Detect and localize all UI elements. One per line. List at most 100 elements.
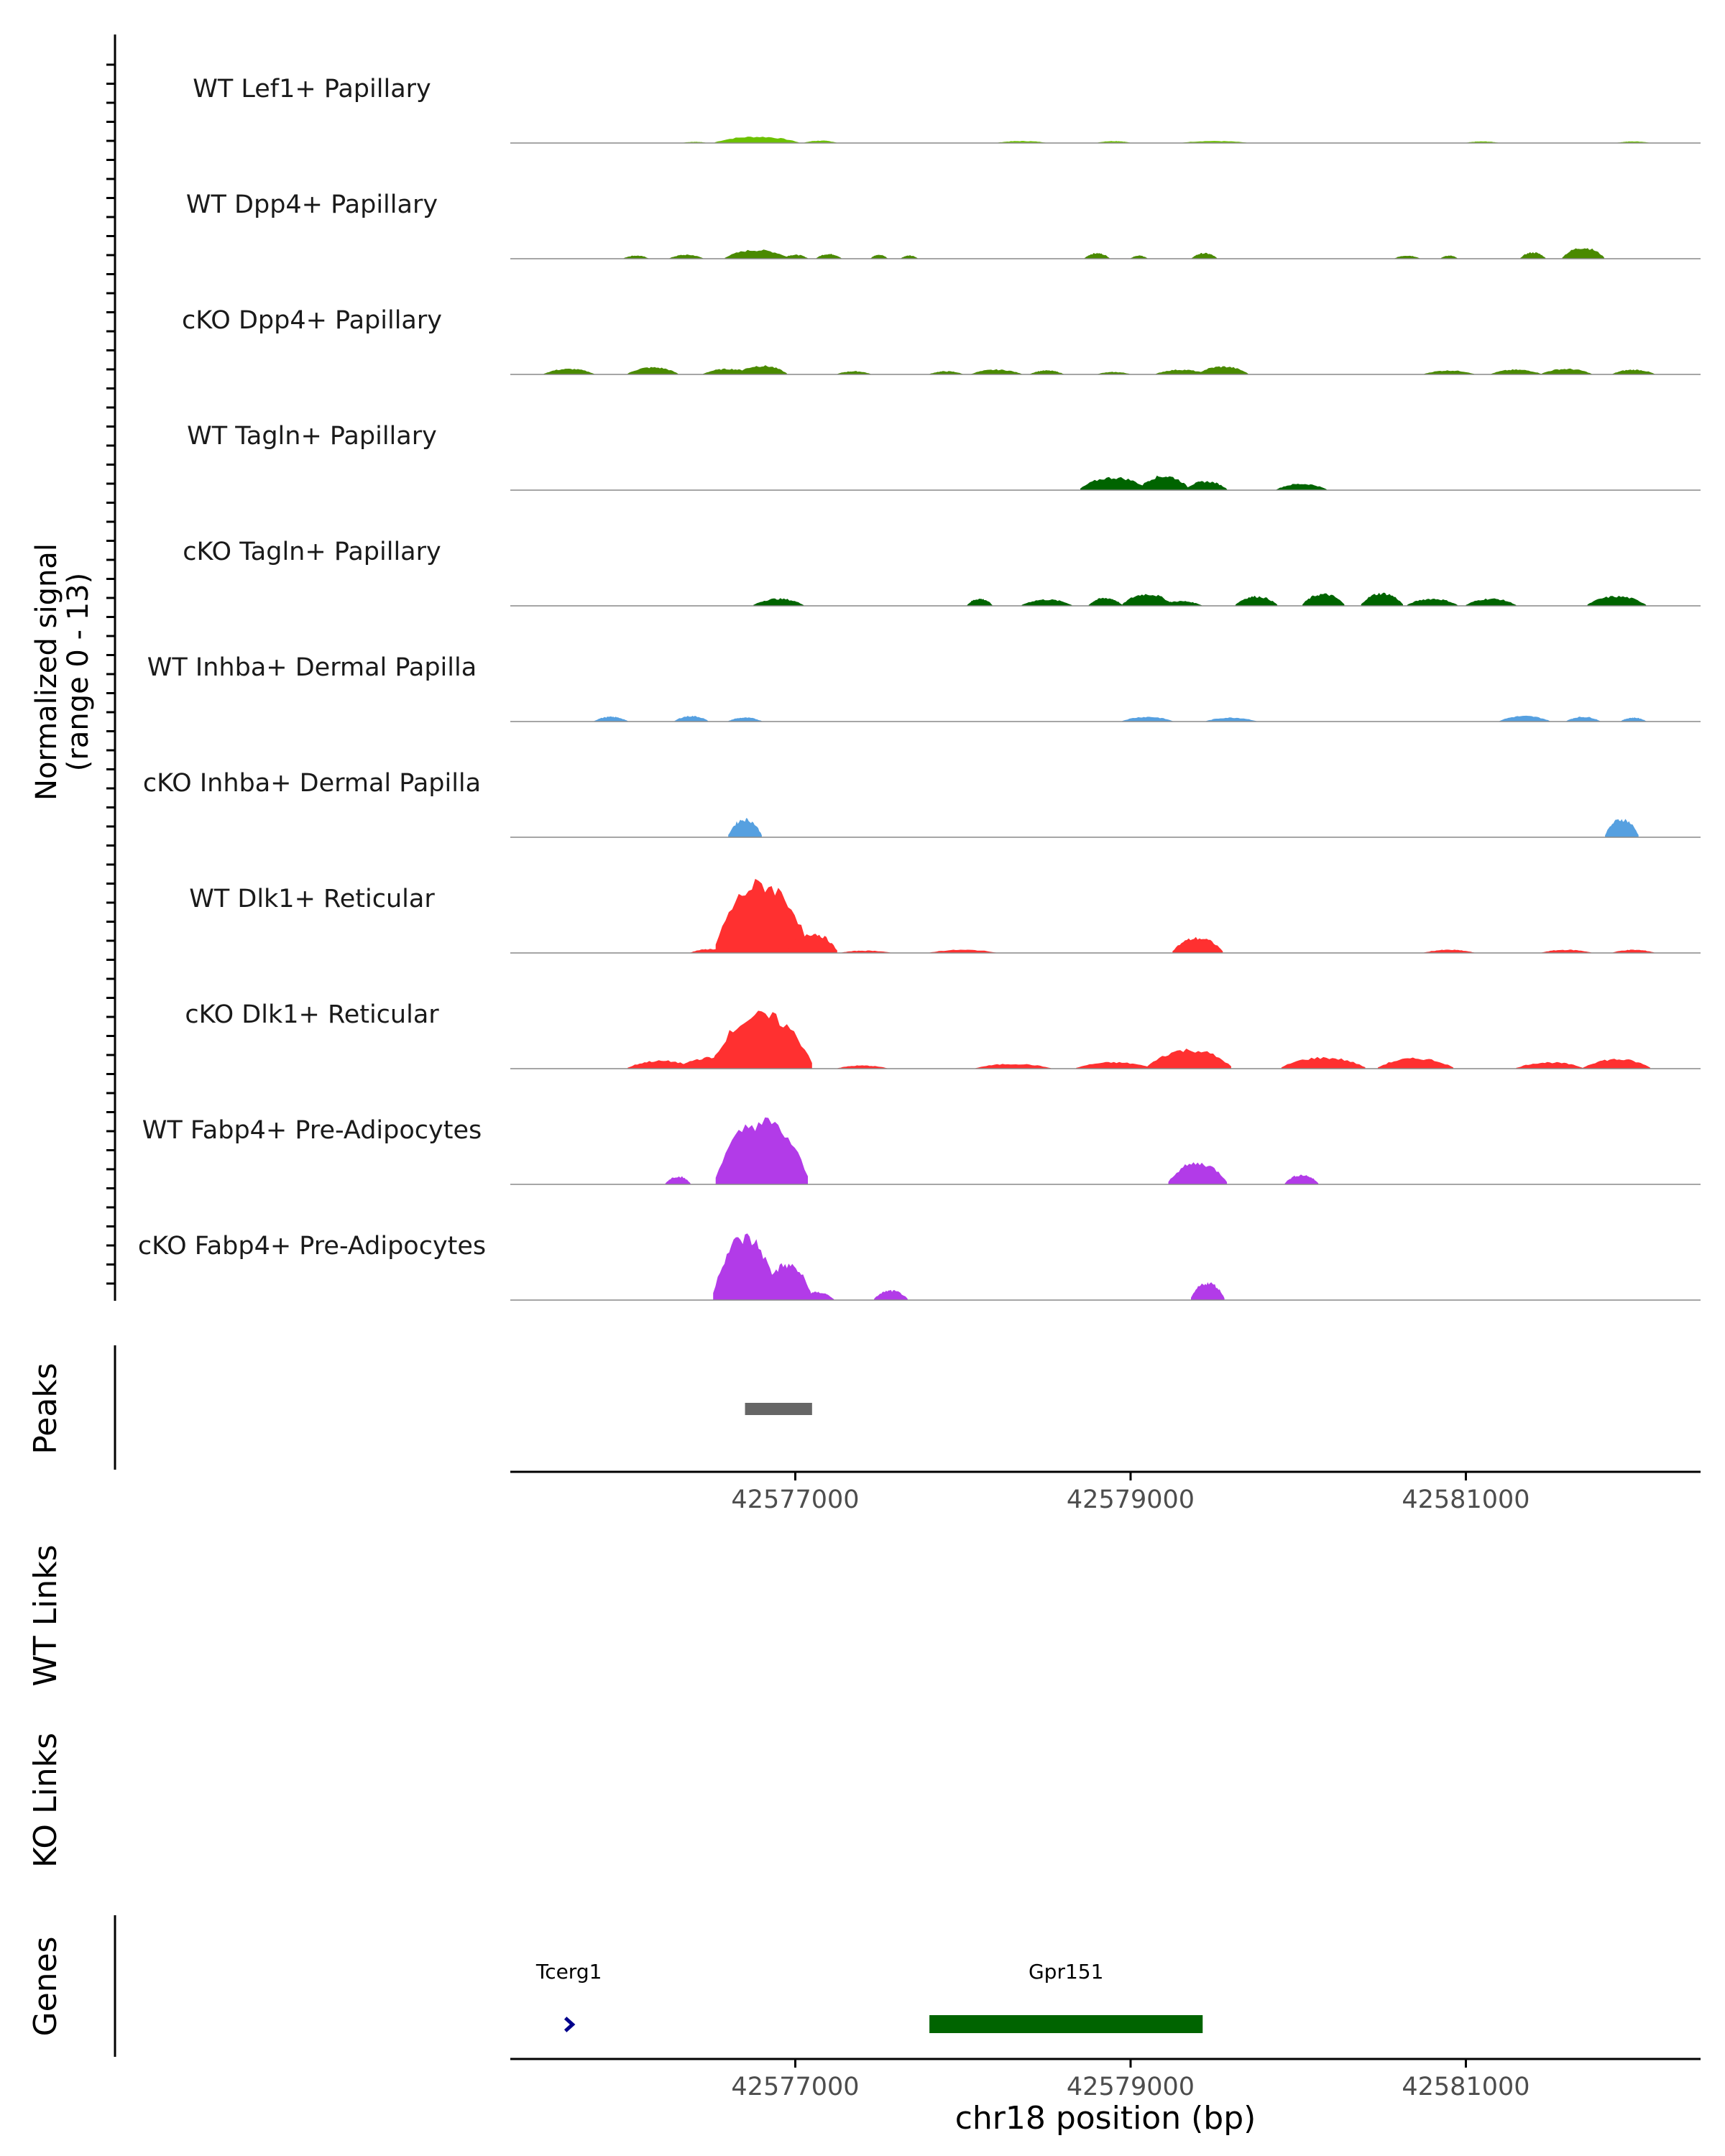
- signal-peak: [1281, 1056, 1366, 1069]
- gene-models: Tcerg1 Gpr151: [535, 1960, 1203, 2033]
- track-label: WT Inhba+ Dermal Papilla: [147, 653, 477, 682]
- signal-peak: [786, 934, 837, 953]
- signal-peak: [1080, 476, 1148, 490]
- signal-peak: [1184, 481, 1228, 490]
- signal-peak: [971, 369, 1022, 374]
- track-label: cKO Fabp4+ Pre-Adipocytes: [138, 1232, 486, 1261]
- signal-peak: [728, 717, 762, 722]
- signal-peak: [1516, 1061, 1583, 1069]
- signal-peak: [1131, 255, 1148, 259]
- signal-peak: [1205, 717, 1256, 722]
- signal-peak: [1122, 594, 1173, 606]
- coverage-track: cKO Dpp4+ Papillary: [182, 306, 1701, 375]
- signal-peak: [1159, 601, 1202, 606]
- signal-peak: [1147, 1049, 1231, 1069]
- signal-peak: [1424, 949, 1475, 953]
- signal-peak: [627, 1060, 695, 1069]
- signal-peak: [1466, 598, 1517, 606]
- signal-peak: [714, 137, 799, 143]
- coverage-track: WT Dlk1+ Reticular: [189, 878, 1701, 954]
- signal-peak: [594, 716, 628, 722]
- signal-peak: [1197, 366, 1248, 374]
- track-label: cKO Dpp4+ Papillary: [182, 306, 442, 335]
- signal-peak: [1172, 936, 1223, 953]
- signal-peak: [543, 369, 594, 374]
- gene-body: [929, 2015, 1203, 2033]
- signal-peak: [1156, 369, 1206, 374]
- coverage-track: cKO Dlk1+ Reticular: [185, 1000, 1701, 1069]
- ko-links-label: KO Links: [27, 1733, 64, 1868]
- coverage-track: WT Fabp4+ Pre-Adipocytes: [142, 1116, 1701, 1185]
- signal-peak: [1076, 1061, 1152, 1069]
- signal-peak: [1302, 593, 1345, 606]
- track-label: cKO Inhba+ Dermal Papilla: [143, 769, 481, 798]
- signal-peak: [1566, 717, 1601, 722]
- signal-peak: [901, 255, 918, 259]
- signal-peak: [1084, 252, 1110, 259]
- track-label: WT Dpp4+ Papillary: [186, 190, 438, 219]
- signal-peak: [800, 1291, 834, 1300]
- signal-peak: [975, 1064, 1052, 1069]
- coverage-track: WT Dpp4+ Papillary: [186, 190, 1701, 259]
- signal-peak: [840, 950, 891, 953]
- signal-peak: [967, 599, 993, 606]
- signal-peak: [1276, 484, 1327, 490]
- signal-peak: [1191, 1282, 1225, 1300]
- signal-peak: [715, 1117, 808, 1184]
- signal-peak: [1021, 599, 1072, 606]
- signal-peak: [1541, 949, 1592, 953]
- coverage-track: cKO Inhba+ Dermal Papilla: [143, 769, 1701, 838]
- signal-peak: [1168, 1162, 1228, 1184]
- x-tick-label: 42581000: [1402, 2073, 1530, 2101]
- signal-peak: [1562, 248, 1604, 259]
- signal-axis-range-label: (range 0 - 13): [62, 573, 95, 771]
- signal-peak: [1192, 252, 1218, 259]
- gene-strand-arrow: [564, 2017, 576, 2032]
- signal-peak: [1361, 592, 1403, 606]
- track-label: WT Fabp4+ Pre-Adipocytes: [142, 1116, 482, 1145]
- signal-peak: [1235, 595, 1278, 606]
- signal-peak: [1097, 372, 1131, 374]
- signal-peak: [711, 1010, 812, 1069]
- x-tick-label: 42579000: [1067, 1485, 1195, 1514]
- coverage-track: cKO Fabp4+ Pre-Adipocytes: [138, 1232, 1701, 1301]
- gene-name: Gpr151: [1029, 1960, 1103, 1984]
- signal-peak: [837, 371, 871, 374]
- signal-peak: [1605, 819, 1639, 837]
- signal-peak: [753, 598, 804, 606]
- signal-peak: [623, 255, 649, 259]
- gene-name: Tcerg1: [535, 1960, 602, 1984]
- track-label: WT Dlk1+ Reticular: [189, 885, 435, 913]
- x-axis-label: chr18 position (bp): [955, 2100, 1256, 2137]
- coverage-track: cKO Tagln+ Papillary: [183, 538, 1701, 607]
- track-label: cKO Dlk1+ Reticular: [185, 1000, 439, 1029]
- signal-peak: [1499, 715, 1550, 722]
- signal-peak: [1424, 370, 1475, 374]
- signal-peak: [929, 371, 963, 374]
- signal-peak: [665, 1176, 691, 1184]
- track-label: WT Lef1+ Papillary: [193, 75, 431, 103]
- signal-peak: [674, 716, 709, 722]
- x-tick-label: 42577000: [731, 1485, 859, 1514]
- signal-peak: [874, 1289, 908, 1300]
- track-label: WT Tagln+ Papillary: [187, 422, 437, 451]
- peaks-track-label: Peaks: [27, 1363, 64, 1454]
- signal-peak: [783, 254, 808, 259]
- signal-peak: [713, 1233, 777, 1300]
- signal-peak: [1088, 597, 1123, 606]
- signal-peak: [1583, 1059, 1650, 1069]
- signal-peak: [837, 1065, 888, 1069]
- wt-links-label: WT Links: [27, 1544, 64, 1686]
- x-axis-bottom: 42577000 42579000 42581000: [731, 2059, 1530, 2101]
- signal-peak: [1407, 599, 1458, 606]
- signal-peak: [761, 1263, 812, 1300]
- signal-peak: [1491, 369, 1542, 374]
- x-tick-label: 42579000: [1067, 2073, 1195, 2101]
- signal-peak: [724, 249, 789, 259]
- signal-peak: [1122, 717, 1173, 722]
- signal-peak: [1612, 949, 1655, 953]
- genes-track-label: Genes: [27, 1936, 64, 2036]
- signal-peak: [804, 140, 837, 143]
- signal-peak: [1587, 596, 1647, 606]
